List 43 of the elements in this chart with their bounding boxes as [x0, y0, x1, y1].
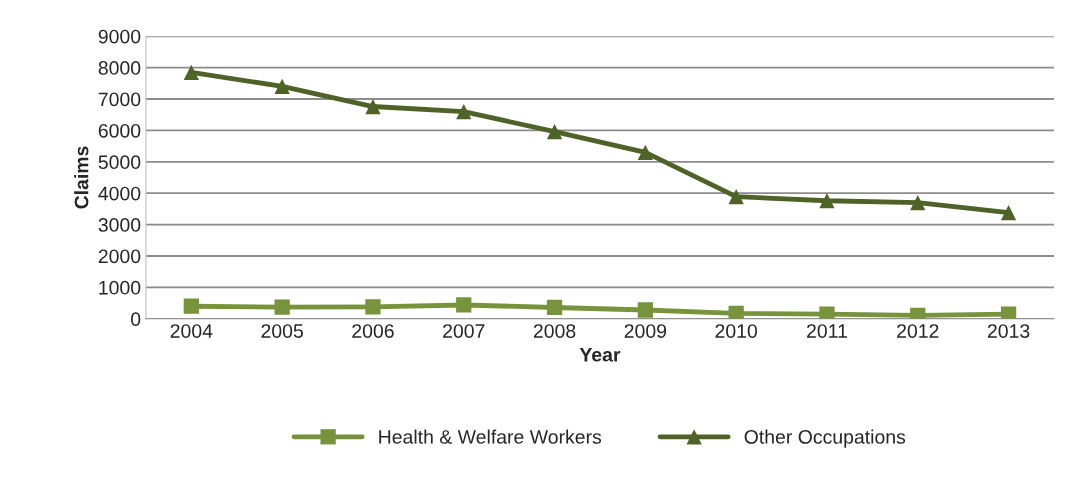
x-tick-label: 2009: [624, 324, 667, 338]
point: [183, 298, 199, 314]
x-tick-label: 2005: [261, 324, 303, 338]
x-tick-label: 2012: [897, 324, 939, 338]
point: [546, 299, 563, 316]
x-axis-title: Year: [579, 348, 621, 362]
x-tick-label: 2011: [807, 324, 847, 338]
y-tick-label: 1000: [99, 280, 141, 295]
y-tick-label: 9000: [98, 29, 141, 44]
point: [1000, 306, 1017, 319]
x-tick-label: 2013: [987, 324, 1030, 338]
x-tick-label: 2007: [443, 324, 485, 338]
point: [637, 144, 653, 161]
y-tick-label: 0: [131, 312, 141, 327]
x-tick-label: 2006: [352, 324, 394, 338]
point: [728, 189, 744, 205]
point: [910, 194, 926, 211]
y-axis-title: Claims: [74, 146, 89, 209]
point: [456, 103, 472, 120]
y-tick-label: 6000: [98, 123, 141, 138]
point: [274, 299, 290, 315]
point: [274, 78, 290, 95]
y-tick-label: 8000: [98, 61, 141, 75]
point: [728, 305, 744, 319]
point: [819, 193, 835, 209]
y-tick-label: 3000: [98, 218, 141, 232]
legend-label: Health & Welfare Workers: [379, 429, 602, 444]
y-tick-label: 5000: [98, 155, 141, 170]
point: [637, 302, 653, 318]
x-tick-label: 2004: [170, 324, 213, 338]
point: [183, 64, 199, 80]
y-tick-label: 7000: [98, 92, 141, 107]
point: [456, 297, 472, 313]
point: [1000, 205, 1017, 221]
point: [546, 124, 563, 140]
x-tick-label: 2008: [533, 324, 576, 338]
point: [819, 306, 835, 319]
legend-label: Other Occupations: [744, 429, 906, 448]
point: [365, 98, 381, 115]
x-tick-label: 2010: [715, 324, 758, 338]
y-tick-label: 2000: [98, 249, 141, 264]
y-tick-label: 4000: [98, 186, 141, 201]
point: [365, 299, 381, 315]
